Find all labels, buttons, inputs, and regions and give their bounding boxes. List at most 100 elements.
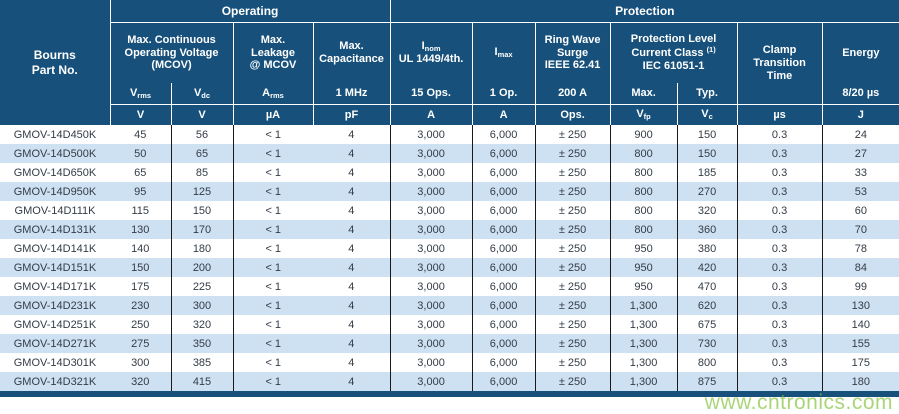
cell-vc: 800	[676, 353, 738, 372]
unit-vrms: V	[109, 104, 171, 125]
cell-inom: 3,000	[389, 144, 473, 163]
cell-energy: 84	[821, 258, 899, 277]
cell-capacitance: 4	[348, 356, 355, 369]
cell-vfp: 800	[609, 144, 678, 163]
cell-vc: 270	[676, 182, 738, 201]
cell-inom: 3,000	[389, 182, 473, 201]
cell-vrms: 140	[131, 242, 150, 255]
cell-capacitance: 4	[348, 318, 355, 331]
table-row: GMOV-14D141K 140 180 < 1 4 3,000 6,000 ±…	[0, 239, 899, 258]
subheader-energy-pulse: 8/20 µs	[821, 83, 899, 105]
unit-vfp: Vfp	[609, 104, 678, 125]
table-row: GMOV-14D271K 275 350 < 1 4 3,000 6,000 ±…	[0, 334, 899, 353]
cell-energy: 78	[821, 239, 899, 258]
cell-leakage: < 1	[232, 144, 313, 163]
cell-imax: 6,000	[471, 239, 536, 258]
cell-vdc: 180	[170, 239, 233, 258]
table-row: GMOV-14D251K 250 320 < 1 4 3,000 6,000 ±…	[0, 315, 899, 334]
cell-clamp: 0.3	[736, 239, 823, 258]
cell-vdc: 300	[170, 296, 233, 315]
cell-vrms: 115	[131, 204, 150, 217]
cell-vdc: 170	[170, 220, 233, 239]
cell-vdc: 200	[170, 258, 233, 277]
cell-vdc: 65	[170, 144, 233, 163]
table-row: GMOV-14D650K 65 85 < 1 4 3,000 6,000 ± 2…	[0, 163, 899, 182]
cell-ring-wave: ± 250	[534, 125, 611, 144]
cell-vrms: 65	[134, 166, 147, 179]
cell-vc: 470	[676, 277, 738, 296]
cell-vc: 150	[676, 125, 738, 144]
cell-clamp: 0.3	[736, 258, 823, 277]
cell-vrms: 230	[131, 299, 150, 312]
cell-part-no: GMOV-14D321K	[13, 375, 97, 388]
cell-clamp: 0.3	[736, 277, 823, 296]
cell-part-no: GMOV-14D131K	[13, 223, 97, 236]
cell-imax: 6,000	[471, 182, 536, 201]
cell-vc: 620	[676, 296, 738, 315]
cell-energy: 130	[821, 296, 899, 315]
cell-part-no: GMOV-14D500K	[13, 147, 97, 160]
cell-part-no: GMOV-14D301K	[13, 356, 97, 369]
col-header-protection-level: Protection Level Current Class (1) IEC 6…	[609, 22, 738, 83]
cell-energy: 27	[821, 144, 899, 163]
col-header-capacitance: Max. Capacitance	[312, 22, 391, 83]
table-bottom-border	[0, 391, 899, 397]
cell-vc: 875	[676, 372, 738, 391]
cell-leakage: < 1	[232, 239, 313, 258]
cell-vfp: 800	[609, 163, 678, 182]
cell-vfp: 1,300	[609, 353, 678, 372]
cell-imax: 6,000	[471, 334, 536, 353]
cell-inom: 3,000	[389, 201, 473, 220]
subheader-inom-ops: 15 Ops.	[389, 83, 473, 105]
table-body: GMOV-14D450K 45 56 < 1 4 3,000 6,000 ± 2…	[0, 125, 899, 391]
cell-vdc: 150	[170, 201, 233, 220]
cell-inom: 3,000	[389, 353, 473, 372]
col-header-clamp-transition: Clamp Transition Time	[736, 22, 823, 105]
table-row: GMOV-14D450K 45 56 < 1 4 3,000 6,000 ± 2…	[0, 125, 899, 144]
cell-imax: 6,000	[471, 372, 536, 391]
cell-ring-wave: ± 250	[534, 144, 611, 163]
cell-inom: 3,000	[389, 258, 473, 277]
cell-energy: 70	[821, 220, 899, 239]
cell-vdc: 415	[170, 372, 233, 391]
subheader-max: Max.	[609, 83, 678, 105]
unit-capacitance: pF	[312, 104, 391, 125]
cell-imax: 6,000	[471, 353, 536, 372]
cell-vfp: 950	[609, 239, 678, 258]
cell-vdc: 320	[170, 315, 233, 334]
col-header-part-no: Bourns Part No.	[0, 0, 110, 125]
cell-capacitance: 4	[348, 223, 355, 236]
cell-clamp: 0.3	[736, 201, 823, 220]
cell-vc: 730	[676, 334, 738, 353]
cell-vfp: 1,300	[609, 334, 678, 353]
cell-ring-wave: ± 250	[534, 315, 611, 334]
cell-ring-wave: ± 250	[534, 182, 611, 201]
cell-inom: 3,000	[389, 239, 473, 258]
cell-imax: 6,000	[471, 315, 536, 334]
cell-inom: 3,000	[389, 334, 473, 353]
table-row: GMOV-14D111K 115 150 < 1 4 3,000 6,000 ±…	[0, 201, 899, 220]
cell-leakage: < 1	[232, 125, 313, 144]
cell-imax: 6,000	[471, 220, 536, 239]
cell-vrms: 45	[134, 128, 147, 141]
cell-vc: 320	[676, 201, 738, 220]
table-header: Bourns Part No. Operating Protection Max…	[0, 0, 899, 125]
cell-energy: 180	[821, 372, 899, 391]
cell-ring-wave: ± 250	[534, 277, 611, 296]
cell-leakage: < 1	[232, 334, 313, 353]
unit-vdc: V	[170, 104, 233, 125]
cell-vfp: 1,300	[609, 315, 678, 334]
cell-vfp: 900	[609, 125, 678, 144]
cell-energy: 33	[821, 163, 899, 182]
cell-vfp: 800	[609, 220, 678, 239]
cell-part-no: GMOV-14D231K	[13, 299, 97, 312]
cell-inom: 3,000	[389, 125, 473, 144]
cell-part-no: GMOV-14D141K	[13, 242, 97, 255]
cell-clamp: 0.3	[736, 125, 823, 144]
cell-part-no: GMOV-14D450K	[13, 128, 97, 141]
cell-ring-wave: ± 250	[534, 163, 611, 182]
subheader-1mhz: 1 MHz	[312, 83, 391, 105]
cell-leakage: < 1	[232, 353, 313, 372]
subheader-arms: Arms	[232, 83, 313, 105]
